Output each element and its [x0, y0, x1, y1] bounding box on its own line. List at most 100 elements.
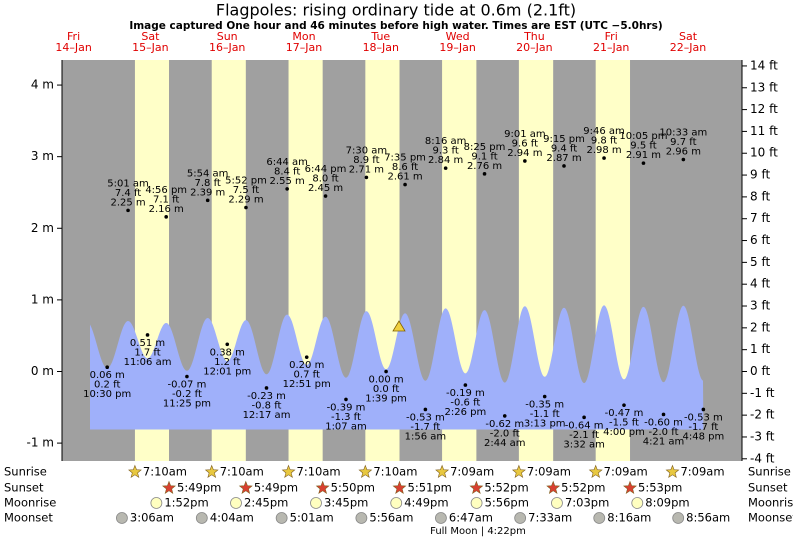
moonset-time: 3:06am: [130, 511, 174, 525]
sunrise-time: 7:10am: [297, 465, 341, 479]
tide-label: 2:26 pm: [445, 407, 487, 418]
tide-label: -0.23 m: [247, 391, 286, 402]
moonrise-time: 4:49pm: [404, 496, 448, 510]
tide-label: -0.35 m: [525, 400, 564, 411]
tide-label: 9.3 ft: [432, 146, 458, 157]
tide-label: 9:01 am: [504, 129, 546, 140]
sunset-time: 5:52pm: [484, 481, 528, 495]
sunset-time: 5:49pm: [254, 481, 298, 495]
moonrise-icon: [230, 497, 242, 509]
moonrise-time: 3:45pm: [324, 496, 368, 510]
tide-label: 1:56 am: [405, 431, 447, 442]
y2-tick-label: 2 ft: [750, 320, 770, 334]
tide-point: [562, 164, 566, 168]
row-label: Moonset: [748, 511, 793, 525]
tide-label: 8:16 am: [425, 136, 467, 147]
day-date: 18–Jan: [363, 41, 399, 54]
tide-label: 7:30 am: [346, 145, 388, 156]
tide-wave: [90, 305, 704, 430]
y2-tick-label: 6 ft: [750, 233, 770, 247]
tide-label: 10:05 pm: [619, 131, 667, 142]
moonset-icon: [514, 512, 527, 524]
day-name: Sun: [217, 30, 238, 43]
sunset-icon: [315, 480, 330, 494]
moonrise-icon: [631, 497, 644, 509]
y2-tick-label: 5 ft: [750, 255, 770, 269]
tide-point: [304, 355, 309, 359]
tide-label: 2.96 m: [666, 147, 701, 158]
day-name: Fri: [67, 30, 80, 43]
tide-point: [582, 415, 586, 420]
day-date: 16–Jan: [209, 41, 245, 54]
tide-label: -1.1 ft: [530, 409, 560, 420]
y2-tick-label: -3 ft: [750, 429, 775, 443]
tide-point: [463, 383, 468, 387]
y2-tick-label: 3 ft: [750, 299, 770, 313]
tide-label: -0.6 ft: [450, 398, 480, 409]
tide-label: 2.84 m: [428, 155, 463, 166]
tide-point: [244, 205, 248, 210]
sunrise-time: 7:10am: [220, 465, 264, 479]
sunrise-icon: [665, 464, 680, 478]
sunset-icon: [623, 480, 637, 494]
tide-label: 0.7 ft: [294, 370, 320, 381]
row-label: Sunset: [748, 481, 788, 495]
tide-label: -0.62 m: [485, 419, 524, 430]
moonset-icon: [195, 512, 208, 524]
moonset-icon: [355, 512, 368, 524]
tide-label: 1:39 pm: [365, 393, 407, 404]
tide-point: [482, 172, 487, 176]
sunrise-icon: [435, 464, 450, 478]
y-tick-label: -1 m: [27, 436, 54, 450]
moonset-icon: [275, 512, 288, 524]
tide-point: [126, 208, 130, 213]
tide-label: 8.6 ft: [392, 162, 418, 173]
tide-label: 2.94 m: [507, 148, 542, 159]
tide-label: 11:06 am: [124, 357, 172, 368]
tide-label: -0.64 m: [565, 420, 604, 431]
tide-label: 4:00 pm: [603, 427, 645, 438]
moonrise-icon: [390, 497, 403, 509]
moonset-icon: [435, 512, 447, 524]
tide-point: [542, 394, 547, 399]
row-label: Sunrise: [4, 465, 47, 479]
tide-label: 9.6 ft: [512, 138, 538, 149]
tide-label: 5:52 pm: [225, 176, 267, 187]
tide-label: 0.2 ft: [94, 380, 120, 391]
tide-label: 2.25 m: [110, 197, 145, 208]
moonrise-time: 7:03pm: [565, 496, 609, 510]
tide-point: [443, 166, 448, 170]
tide-label: 9.8 ft: [591, 136, 617, 147]
row-label: Sunrise: [748, 465, 791, 479]
tide-label: -0.07 m: [168, 380, 207, 391]
tide-label: 8.4 ft: [274, 166, 300, 177]
tide-label: 0.20 m: [289, 360, 324, 371]
tide-label: 12:51 pm: [283, 379, 331, 390]
tide-label: 0.06 m: [90, 370, 125, 381]
moonset-icon: [593, 512, 606, 524]
tide-label: 2:44 am: [484, 438, 526, 449]
tide-label: 10:30 pm: [83, 389, 131, 400]
y2-tick-label: 12 ft: [750, 102, 778, 116]
sunrise-icon: [281, 464, 296, 478]
tide-label: 2.16 m: [149, 204, 184, 215]
tide-label: 7.1 ft: [153, 194, 179, 205]
tide-point: [622, 403, 626, 407]
moon-phase: Full Moon | 4:22pm: [430, 526, 526, 537]
tide-label: -2.0 ft: [649, 427, 679, 438]
moonrise-icon: [470, 497, 483, 509]
moonrise-time: 5:56pm: [485, 496, 529, 510]
sunset-icon: [546, 480, 561, 494]
tide-label: 2.76 m: [467, 161, 502, 172]
sunset-icon: [238, 480, 253, 494]
tide-label: 8.0 ft: [312, 174, 338, 185]
title: Flagpoles: rising ordinary tide at 0.6m …: [216, 1, 576, 20]
tide-point: [323, 194, 328, 198]
tide-label: -0.8 ft: [252, 400, 282, 411]
day-date: 15–Jan: [132, 41, 168, 54]
tide-label: 2.39 m: [190, 187, 225, 198]
sunset-icon: [469, 480, 484, 494]
tide-label: 3:13 pm: [524, 419, 566, 430]
